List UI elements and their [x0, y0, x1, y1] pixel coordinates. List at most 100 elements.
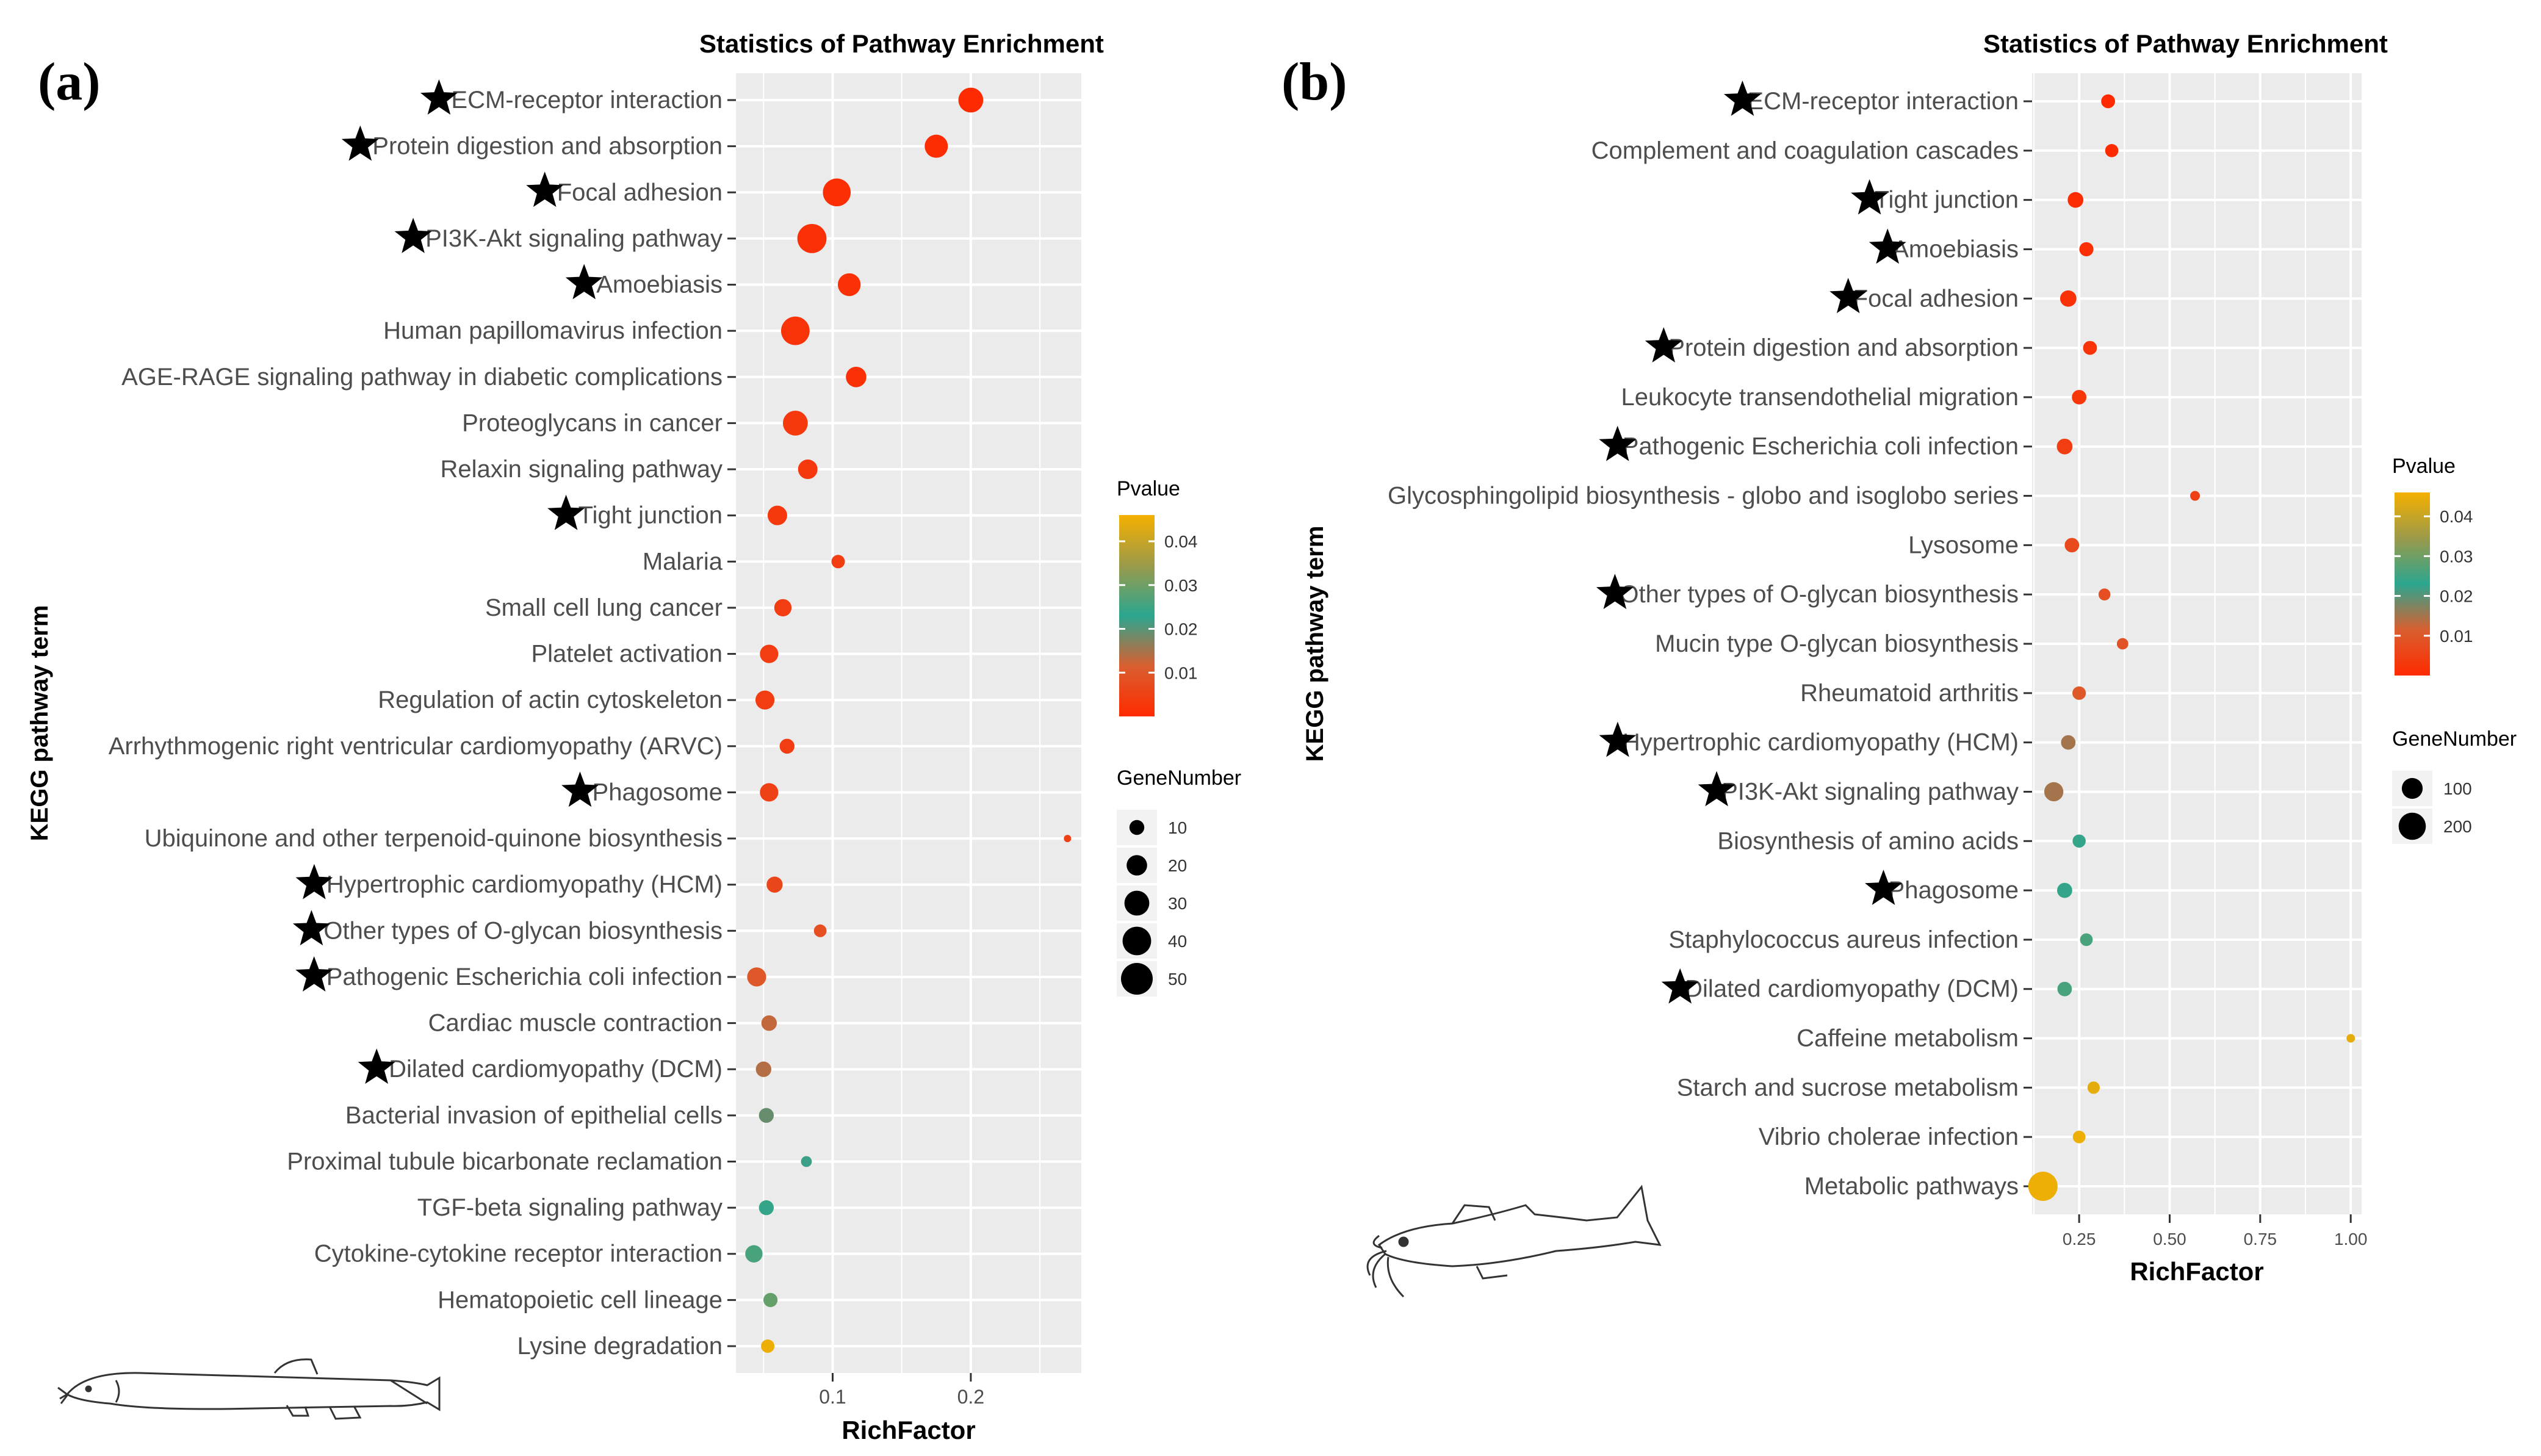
- y-tick-label: Focal adhesion: [557, 179, 723, 206]
- star-marker-icon: [341, 125, 379, 161]
- data-point: [759, 1200, 774, 1216]
- data-point: [760, 783, 779, 802]
- star-marker-icon: [1698, 771, 1735, 807]
- data-point: [2072, 1130, 2086, 1144]
- y-tick-label: Cardiac muscle contraction: [428, 1010, 723, 1037]
- x-tick-label: 0.1: [819, 1386, 846, 1408]
- star-marker-icon: [1851, 179, 1888, 215]
- data-point: [1064, 835, 1072, 843]
- data-point: [2098, 588, 2111, 600]
- y-tick-label: Hematopoietic cell lineage: [438, 1286, 723, 1313]
- x-tick-label: 1.00: [2334, 1230, 2368, 1249]
- y-tick-label: Caffeine metabolism: [1797, 1025, 2019, 1052]
- size-legend-circle: [1121, 963, 1153, 995]
- data-point: [837, 273, 861, 297]
- chart-b: ECM-receptor interaction Complement and c…: [1302, 73, 2517, 1286]
- y-tick-label: Pathogenic Escherichia coli infection: [1623, 433, 2019, 460]
- data-point: [2116, 638, 2128, 650]
- star-marker-icon: [295, 956, 333, 992]
- y-tick-label: Vibrio cholerae infection: [1759, 1123, 2019, 1150]
- data-point: [2061, 735, 2076, 750]
- y-tick-label: Proximal tubule bicarbonate reclamation: [287, 1148, 723, 1175]
- y-tick-label: Protein digestion and absorption: [372, 133, 723, 160]
- data-point: [2072, 686, 2086, 700]
- y-tick-label: Dilated cardiomyopathy (DCM): [1685, 976, 2019, 1003]
- size-legend-label: 200: [2443, 817, 2472, 836]
- y-tick-label: Phagosome: [1889, 877, 2019, 904]
- y-tick-label: Tight junction: [578, 502, 723, 529]
- size-legend-circle: [1129, 820, 1145, 835]
- y-tick-label: ECM-receptor interaction: [451, 87, 723, 114]
- y-tick-label: Platelet activation: [531, 641, 723, 668]
- data-point: [2057, 882, 2072, 898]
- y-tick-label: Hypertrophic cardiomyopathy (HCM): [1623, 729, 2019, 756]
- data-point: [2072, 834, 2086, 848]
- star-marker-icon: [1661, 968, 1699, 1004]
- data-point: [2028, 1172, 2058, 1201]
- data-point: [958, 87, 984, 113]
- star-marker-icon: [561, 771, 599, 807]
- data-point: [831, 555, 845, 569]
- x-axis-label: RichFactor: [2130, 1257, 2263, 1286]
- color-legend-tick-label: 0.03: [1164, 576, 1198, 595]
- chart-a-title: Statistics of Pathway Enrichment: [699, 29, 1104, 58]
- panel-label-a: (a): [38, 52, 101, 112]
- color-legend-bar: [2395, 492, 2430, 676]
- y-tick-label: Ubiquinone and other terpenoid-quinone b…: [145, 825, 723, 852]
- y-tick-label: Glycosphingolipid biosynthesis - globo a…: [1388, 483, 2019, 510]
- data-point: [755, 690, 775, 710]
- y-tick-label: Human papillomavirus infection: [383, 317, 723, 344]
- color-legend-tick-label: 0.02: [2440, 587, 2473, 606]
- data-point: [801, 1156, 812, 1167]
- y-tick-label: Rheumatoid arthritis: [1800, 680, 2019, 707]
- y-tick-label: Biosynthesis of amino acids: [1717, 827, 2019, 854]
- data-point: [797, 223, 827, 253]
- size-legend-label: 30: [1168, 894, 1187, 913]
- x-tick-label: 0.75: [2244, 1230, 2277, 1249]
- star-marker-icon: [1596, 574, 1634, 610]
- size-legend-label: 50: [1168, 970, 1187, 989]
- data-point: [823, 178, 851, 207]
- data-point: [761, 1339, 775, 1353]
- data-point: [760, 644, 779, 663]
- plot-area: [736, 73, 1081, 1373]
- size-legend-circle: [1124, 890, 1150, 916]
- x-tick-label: 0.25: [2063, 1230, 2096, 1249]
- data-point: [767, 505, 787, 525]
- data-point: [782, 411, 808, 436]
- y-tick-label: Small cell lung cancer: [485, 594, 723, 621]
- data-point: [759, 1108, 774, 1123]
- data-point: [2101, 94, 2116, 109]
- y-tick-label: Pathogenic Escherichia coli infection: [326, 964, 723, 990]
- data-point: [761, 1015, 777, 1031]
- star-marker-icon: [420, 79, 458, 115]
- data-point: [798, 460, 818, 480]
- y-tick-label: Hypertrophic cardiomyopathy (HCM): [326, 871, 723, 898]
- color-legend-tick-label: 0.01: [1164, 663, 1198, 682]
- catfish-drawing: [1366, 1184, 1662, 1298]
- data-point: [2057, 981, 2072, 996]
- color-legend-title: Pvalue: [2392, 455, 2456, 478]
- color-legend-tick-label: 0.03: [2440, 547, 2473, 566]
- data-point: [2190, 491, 2200, 501]
- y-tick-label: Other types of O-glycan biosynthesis: [1620, 581, 2019, 608]
- color-legend-bar: [1119, 515, 1155, 716]
- y-tick-label: Focal adhesion: [1853, 285, 2019, 312]
- y-tick-label: Bacterial invasion of epithelial cells: [345, 1102, 723, 1129]
- y-tick-label: Cytokine-cytokine receptor interaction: [314, 1241, 723, 1267]
- size-legend-circle: [1126, 855, 1147, 876]
- star-marker-icon: [1724, 81, 1761, 116]
- y-tick-label: Lysine degradation: [517, 1333, 723, 1360]
- data-point: [2072, 390, 2087, 405]
- y-tick-label: Mucin type O-glycan biosynthesis: [1655, 630, 2019, 657]
- y-tick-label: Protein digestion and absorption: [1668, 334, 2019, 361]
- data-point: [813, 924, 827, 937]
- data-point: [780, 316, 810, 345]
- y-tick-label: Leukocyte transendothelial migration: [1621, 384, 2019, 411]
- data-point: [2044, 782, 2064, 802]
- y-tick-label: PI3K-Akt signaling pathway: [1721, 778, 2019, 805]
- size-legend-label: 100: [2443, 779, 2472, 798]
- star-marker-icon: [1599, 721, 1637, 757]
- data-point: [766, 876, 783, 893]
